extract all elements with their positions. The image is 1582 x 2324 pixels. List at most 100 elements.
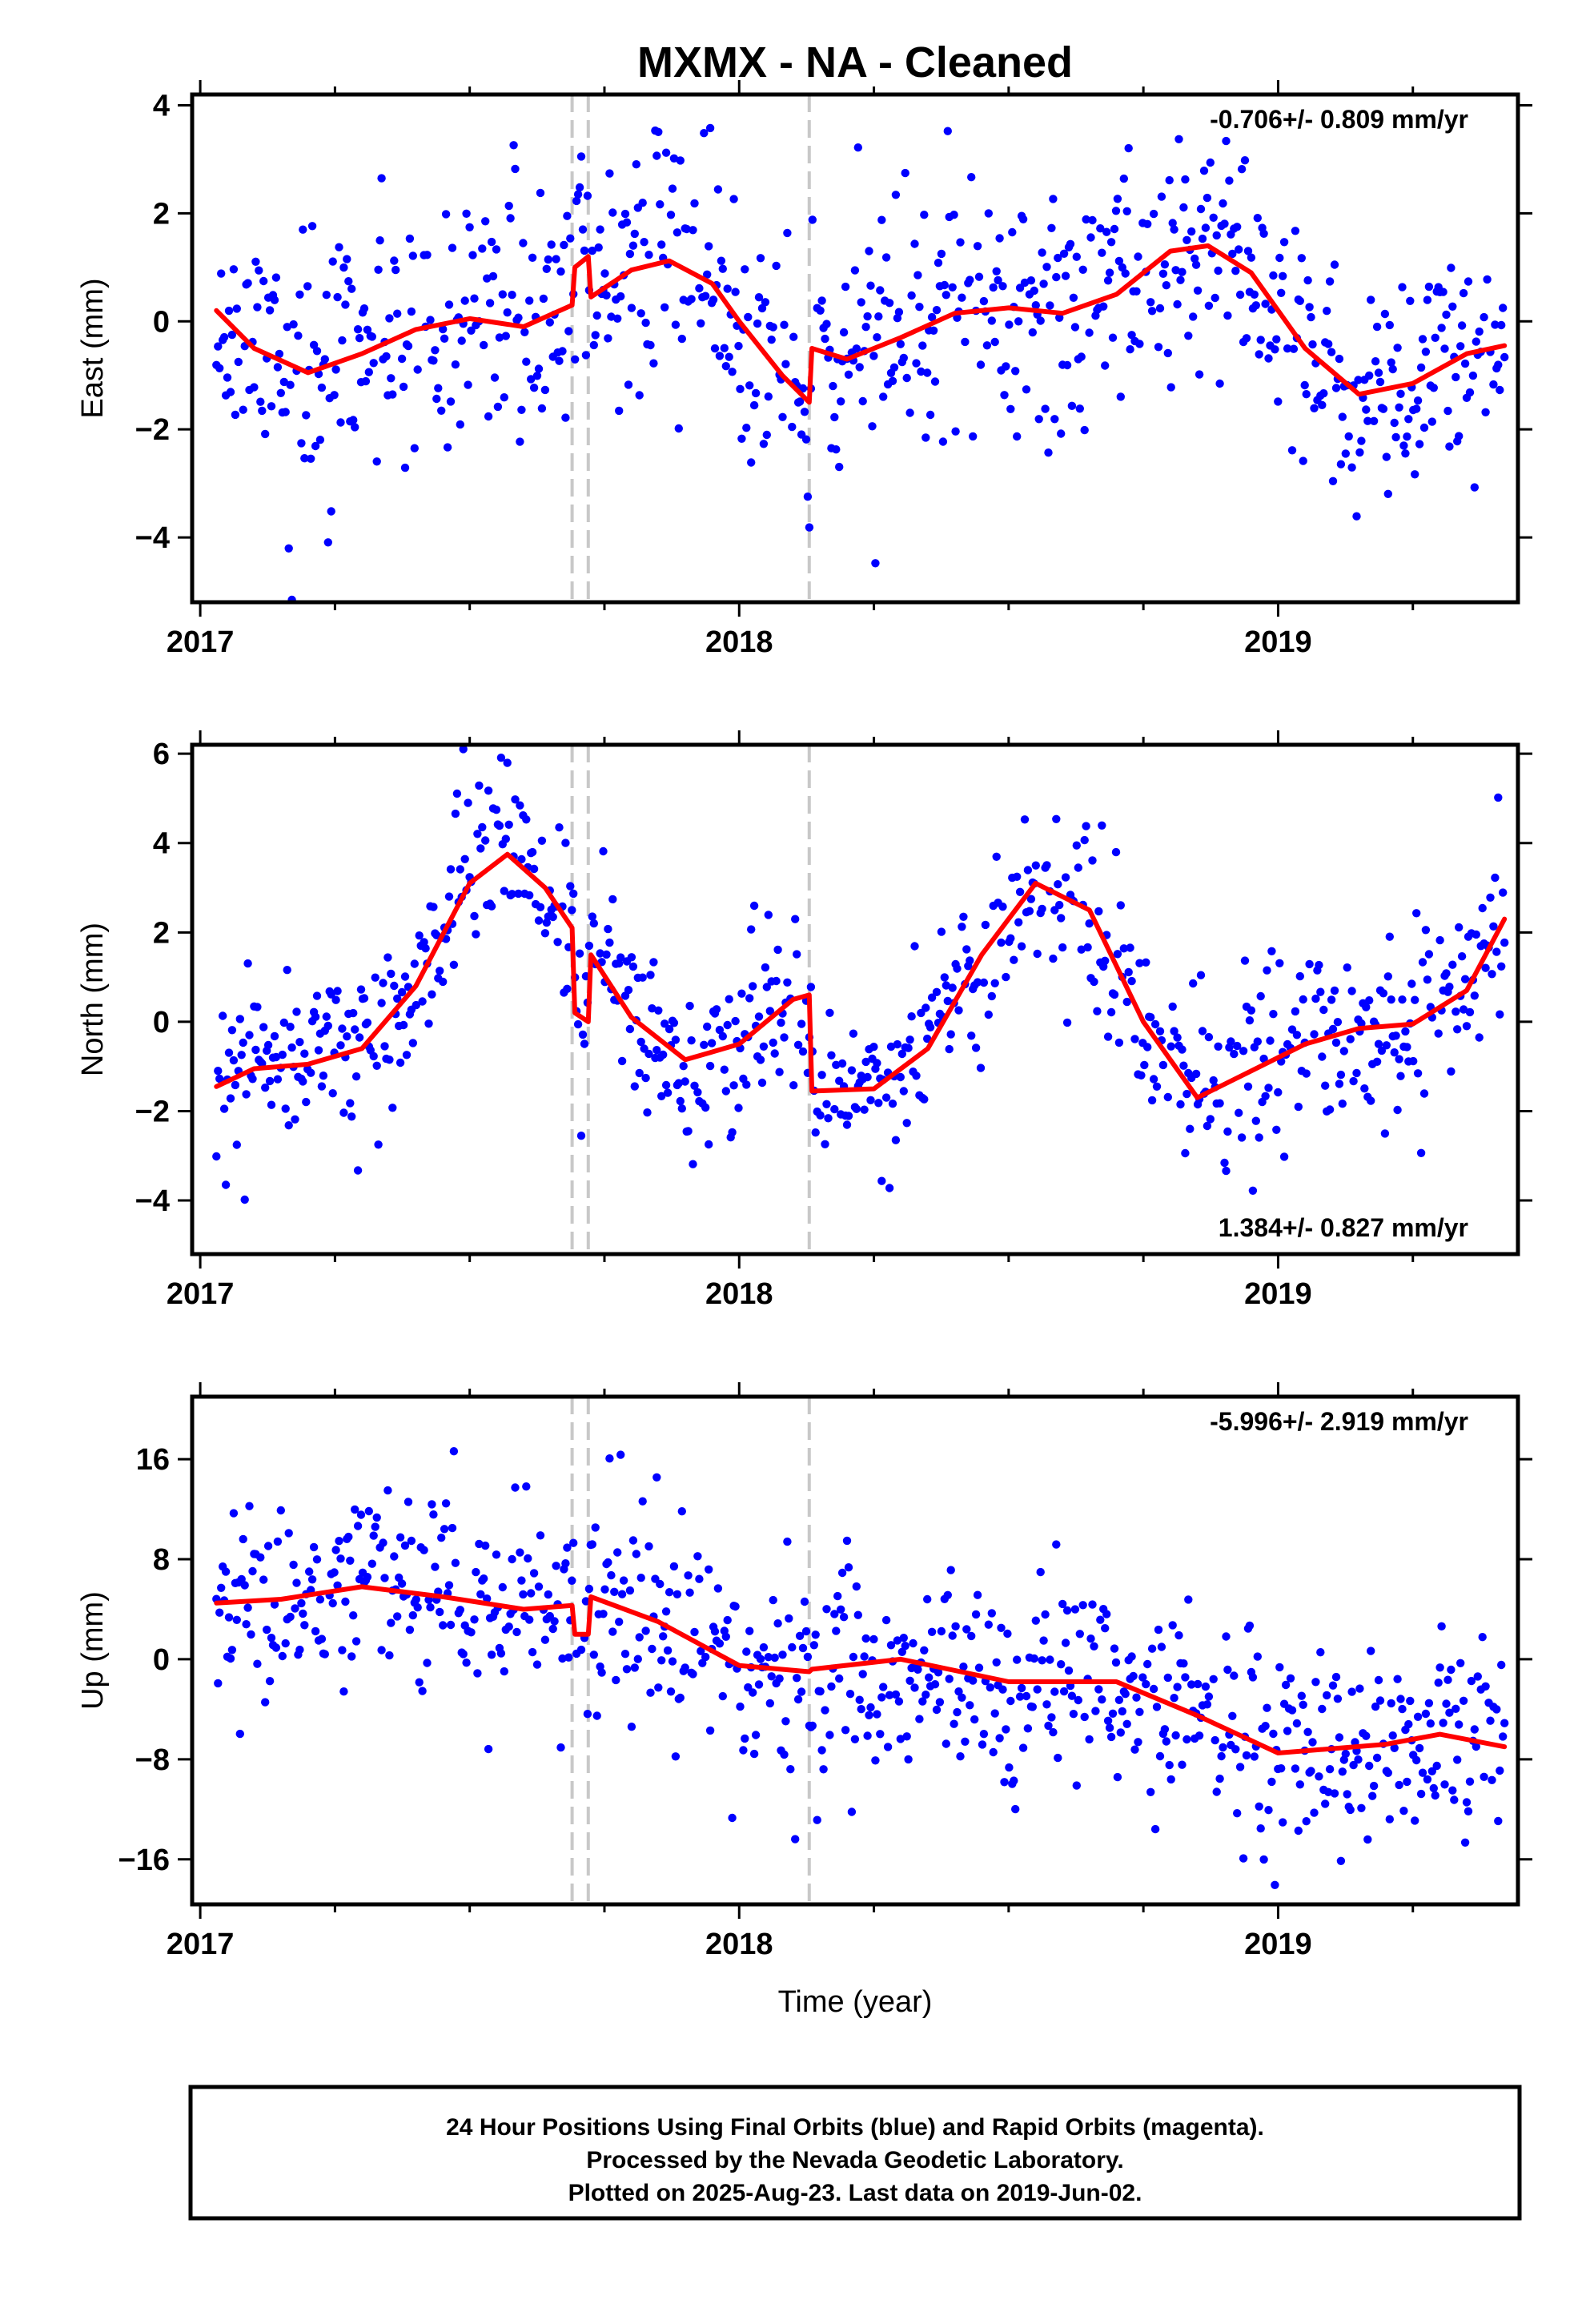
- east-data-point: [1242, 334, 1251, 343]
- up-data-point: [600, 1585, 609, 1594]
- east-data-point: [741, 265, 749, 274]
- up-data-point: [1354, 1755, 1363, 1764]
- up-data-point: [472, 1567, 480, 1577]
- north-data-point: [495, 821, 504, 830]
- north-data-point: [962, 945, 971, 954]
- up-data-point: [901, 1642, 909, 1651]
- north-data-point: [881, 1093, 891, 1102]
- east-data-point: [1098, 248, 1106, 257]
- up-data-point: [1363, 1835, 1372, 1844]
- north-data-point: [235, 1015, 244, 1023]
- up-data-point: [333, 1581, 342, 1590]
- up-data-point: [837, 1568, 847, 1578]
- east-data-point: [703, 270, 712, 279]
- up-data-point: [1429, 1783, 1439, 1793]
- east-data-point: [1367, 296, 1375, 304]
- up-data-point: [741, 1734, 749, 1743]
- up-data-point: [879, 1683, 888, 1691]
- east-data-point: [224, 306, 234, 316]
- east-data-point: [1440, 344, 1449, 353]
- east-data-point: [835, 462, 844, 472]
- east-data-point: [500, 393, 508, 402]
- east-data-point: [405, 234, 415, 243]
- up-data-point: [953, 1707, 962, 1717]
- up-data-point: [641, 1626, 650, 1635]
- up-data-point: [920, 1646, 929, 1655]
- east-data-point: [1038, 248, 1046, 257]
- up-data-point: [946, 1566, 955, 1574]
- north-data-point: [1357, 1019, 1366, 1028]
- east-data-point: [881, 253, 891, 262]
- east-data-point: [294, 332, 303, 340]
- up-data-point: [835, 1674, 844, 1683]
- east-data-point: [715, 352, 725, 360]
- north-data-point: [573, 1019, 583, 1029]
- east-data-point: [624, 380, 633, 389]
- north-data-point: [387, 969, 396, 979]
- up-y-tick-label: −8: [135, 1743, 170, 1777]
- east-data-point: [265, 306, 275, 315]
- north-data-point: [1395, 1055, 1403, 1063]
- up-data-point: [226, 1654, 235, 1663]
- east-data-point: [556, 267, 565, 276]
- up-data-point: [1448, 1786, 1457, 1795]
- up-data-point: [676, 1693, 685, 1703]
- east-data-point: [656, 200, 665, 209]
- north-data-point: [690, 1081, 699, 1091]
- north-data-point: [555, 823, 564, 832]
- north-data-point: [943, 996, 953, 1006]
- east-data-point: [226, 388, 235, 396]
- up-data-point: [242, 1620, 251, 1629]
- north-data-point: [602, 950, 611, 959]
- north-data-point: [1398, 995, 1407, 1004]
- up-data-point: [441, 1499, 451, 1508]
- up-data-point: [504, 1622, 513, 1631]
- north-data-point: [1058, 943, 1067, 952]
- east-data-point: [1431, 333, 1439, 342]
- up-data-point: [1127, 1652, 1136, 1661]
- east-data-point: [1075, 404, 1085, 413]
- east-data-point: [640, 238, 648, 247]
- east-data-point: [891, 191, 901, 199]
- north-data-point: [1403, 1043, 1411, 1051]
- east-data-point: [1154, 343, 1163, 352]
- east-data-point: [1256, 336, 1265, 344]
- north-data-point: [973, 978, 982, 987]
- up-data-point: [498, 1582, 507, 1592]
- east-data-point: [339, 263, 348, 272]
- east-data-point: [520, 328, 529, 336]
- up-data-point: [1171, 1731, 1180, 1740]
- up-data-point: [1355, 1684, 1364, 1693]
- up-data-point: [564, 1653, 573, 1662]
- east-model-curve: [214, 243, 1508, 405]
- up-data-point: [1338, 1767, 1347, 1776]
- east-data-point: [671, 320, 681, 329]
- up-data-point: [759, 1642, 769, 1652]
- north-data-point: [756, 1055, 765, 1064]
- up-data-point: [715, 1639, 725, 1648]
- east-data-point: [697, 319, 705, 328]
- north-data-point: [1223, 1127, 1232, 1136]
- north-data-point: [861, 1057, 870, 1067]
- up-data-point: [819, 1765, 828, 1774]
- east-data-point: [1031, 301, 1041, 310]
- east-data-point: [295, 290, 304, 299]
- east-data-point: [866, 281, 875, 290]
- east-data-point: [1072, 252, 1082, 261]
- up-data-point: [1094, 1685, 1103, 1694]
- north-data-point: [910, 942, 919, 951]
- up-data-point: [1033, 1685, 1042, 1694]
- up-data-point: [1013, 1655, 1022, 1664]
- up-data-point: [721, 1632, 730, 1641]
- up-data-point: [1101, 1624, 1110, 1633]
- up-data-point: [1443, 1675, 1452, 1684]
- east-data-point: [525, 296, 534, 305]
- up-data-point: [951, 1622, 960, 1631]
- up-data-point: [1096, 1615, 1105, 1624]
- up-data-point: [661, 1607, 671, 1616]
- north-data-point: [1347, 987, 1356, 995]
- east-data-point: [620, 209, 630, 219]
- east-data-point: [781, 360, 790, 368]
- up-data-point: [1371, 1702, 1380, 1711]
- north-data-point: [729, 1081, 738, 1090]
